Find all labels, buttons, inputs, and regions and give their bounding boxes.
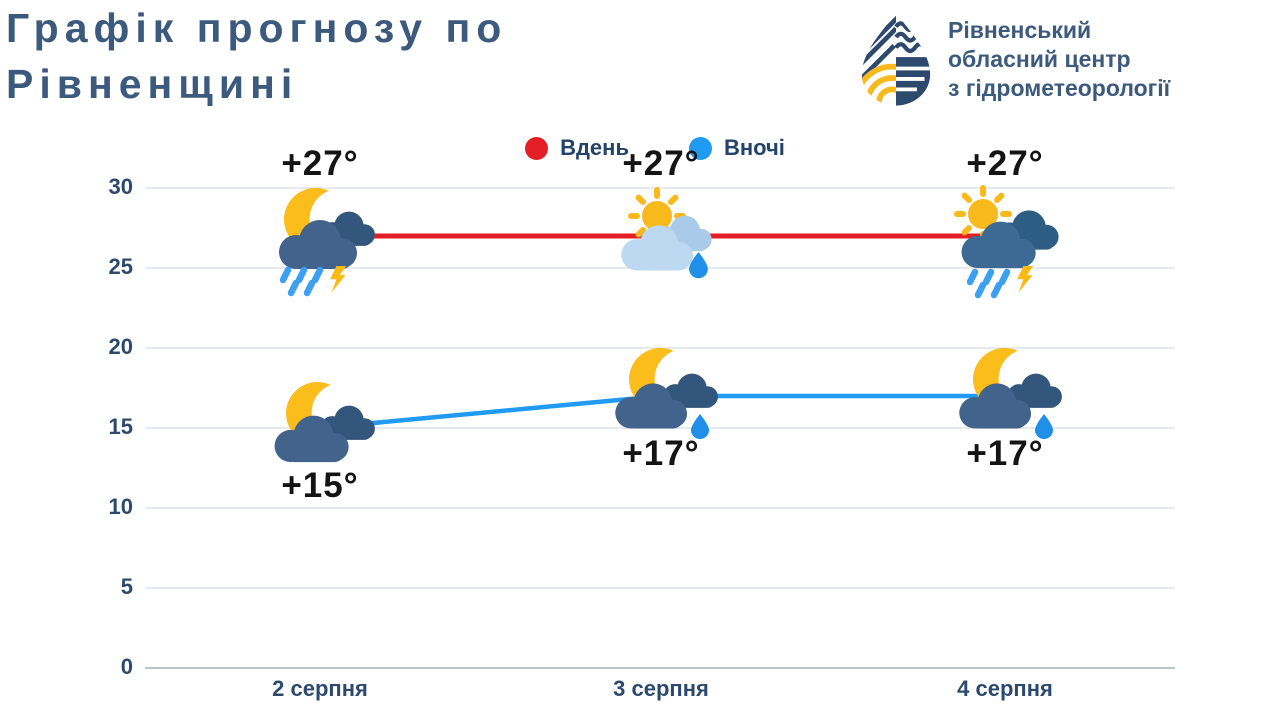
x-tick-label-2: 3 серпня	[613, 676, 709, 701]
y-tick-label-0: 0	[120, 654, 133, 679]
y-tick-label-20: 20	[108, 334, 133, 359]
night-point-aug3: +17°	[605, 348, 718, 473]
night-point-aug2: +15°	[264, 380, 376, 505]
logo-text-line2: обласний центр	[948, 45, 1131, 72]
day-point-aug3: +27°	[605, 144, 717, 292]
logo-text-line1: Рівненський	[948, 16, 1092, 43]
page-title-line1: Графік прогнозу по	[6, 5, 508, 51]
night-temp-aug2: +15°	[281, 466, 359, 505]
y-tick-label-25: 25	[108, 254, 133, 279]
y-tick-label-15: 15	[108, 414, 133, 439]
night-temp-aug4: +17°	[966, 434, 1044, 473]
day-temp-aug2: +27°	[281, 144, 359, 183]
page-title-line2: Рівненщині	[6, 61, 299, 107]
logo-text: Рівненський обласний центр з гідрометеор…	[948, 16, 1170, 103]
gridline-5	[145, 587, 1175, 589]
y-tick-label-10: 10	[108, 494, 133, 519]
weather-icon-moon-cloud-rain-lightning	[279, 188, 375, 292]
page-title: Графік прогнозу по Рівненщині	[6, 0, 507, 112]
x-tick-label-3: 4 серпня	[957, 676, 1053, 701]
legend-night-label: Вночі	[723, 135, 785, 160]
night-temp-aug3: +17°	[622, 434, 700, 473]
gridline-10	[145, 507, 1175, 509]
day-point-aug4: +27°	[949, 144, 1061, 292]
gridline-0	[145, 667, 1175, 669]
day-temp-aug3: +27°	[622, 144, 700, 183]
gridline-20	[145, 347, 1175, 349]
water-drop-logo-icon	[861, 13, 931, 106]
y-tick-label-5: 5	[120, 574, 133, 599]
day-series-marker	[525, 136, 549, 160]
x-tick-label-1: 2 серпня	[272, 676, 368, 701]
day-point-aug2: +27°	[264, 144, 376, 292]
weather-icon-sun-cloud-raindrop	[621, 188, 712, 279]
night-series-marker	[688, 136, 712, 160]
chart-legend: Вдень Вночі	[30, 135, 1280, 161]
night-point-aug4: +17°	[949, 348, 1062, 473]
hydromet-logo: Рівненський обласний центр з гідрометеор…	[858, 10, 1170, 108]
logo-text-line3: з гідрометеорології	[948, 74, 1171, 101]
weather-icon-sun-cloud-rain-lightning	[949, 188, 1059, 292]
y-tick-label-30: 30	[108, 174, 133, 199]
day-temp-aug4: +27°	[966, 144, 1044, 183]
gridline-30	[145, 187, 1175, 189]
legend-day-label: Вдень	[560, 135, 629, 160]
